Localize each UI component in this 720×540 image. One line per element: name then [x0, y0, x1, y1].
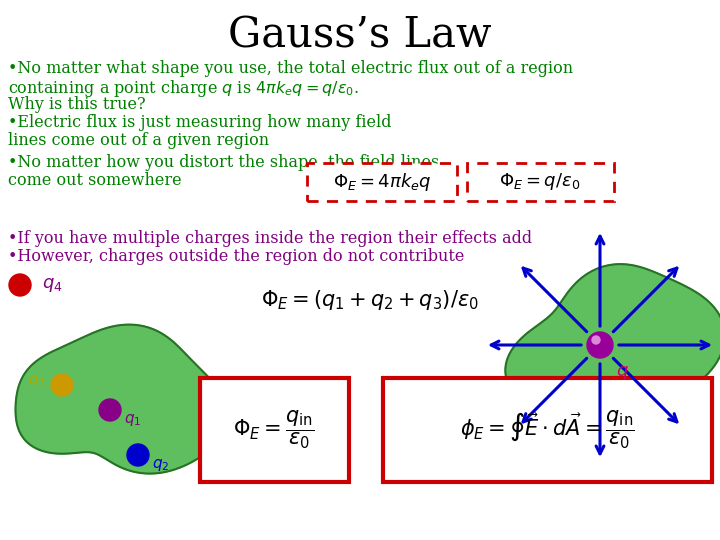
Text: Why is this true?: Why is this true?	[8, 96, 145, 113]
Circle shape	[127, 444, 149, 466]
Text: lines come out of a given region: lines come out of a given region	[8, 132, 269, 149]
Text: •However, charges outside the region do not contribute: •However, charges outside the region do …	[8, 248, 464, 265]
FancyBboxPatch shape	[383, 378, 712, 482]
Circle shape	[99, 399, 121, 421]
Text: •If you have multiple charges inside the region their effects add: •If you have multiple charges inside the…	[8, 230, 532, 247]
Circle shape	[51, 374, 73, 396]
Text: containing a point charge $q$ is $4\pi k_e q = q/\varepsilon_0$.: containing a point charge $q$ is $4\pi k…	[8, 78, 359, 99]
Text: come out somewhere: come out somewhere	[8, 172, 181, 189]
Text: $\Phi_E = \dfrac{q_{\rm in}}{\varepsilon_0}$: $\Phi_E = \dfrac{q_{\rm in}}{\varepsilon…	[233, 409, 315, 451]
Circle shape	[9, 274, 31, 296]
FancyBboxPatch shape	[307, 163, 457, 201]
Text: $\Phi_E = q/\varepsilon_0$: $\Phi_E = q/\varepsilon_0$	[500, 172, 580, 192]
FancyBboxPatch shape	[200, 378, 349, 482]
Text: $q_3$: $q_3$	[29, 373, 46, 389]
FancyBboxPatch shape	[467, 163, 614, 201]
Text: •Electric flux is just measuring how many field: •Electric flux is just measuring how man…	[8, 114, 392, 131]
Circle shape	[587, 332, 613, 358]
Text: $q_2$: $q_2$	[152, 457, 169, 473]
Text: $\Phi_E = \left(q_1 + q_2 + q_3\right)/\varepsilon_0$: $\Phi_E = \left(q_1 + q_2 + q_3\right)/\…	[261, 288, 479, 312]
Text: •No matter what shape you use, the total electric flux out of a region: •No matter what shape you use, the total…	[8, 60, 573, 77]
Polygon shape	[505, 264, 720, 420]
Text: $q$: $q$	[616, 364, 629, 382]
Text: $q_1$: $q_1$	[124, 412, 141, 428]
Text: $q_4$: $q_4$	[42, 276, 63, 294]
Text: $\Phi_E = 4\pi k_e q$: $\Phi_E = 4\pi k_e q$	[333, 171, 431, 193]
Text: $\phi_E = \oint \vec{E} \cdot d\vec{A} = \dfrac{q_{\rm in}}{\epsilon_0}$: $\phi_E = \oint \vec{E} \cdot d\vec{A} =…	[459, 409, 634, 451]
Polygon shape	[16, 325, 228, 474]
Circle shape	[592, 336, 600, 344]
Text: Gauss’s Law: Gauss’s Law	[228, 15, 492, 57]
Text: •No matter how you distort the shape, the field lines: •No matter how you distort the shape, th…	[8, 154, 439, 171]
